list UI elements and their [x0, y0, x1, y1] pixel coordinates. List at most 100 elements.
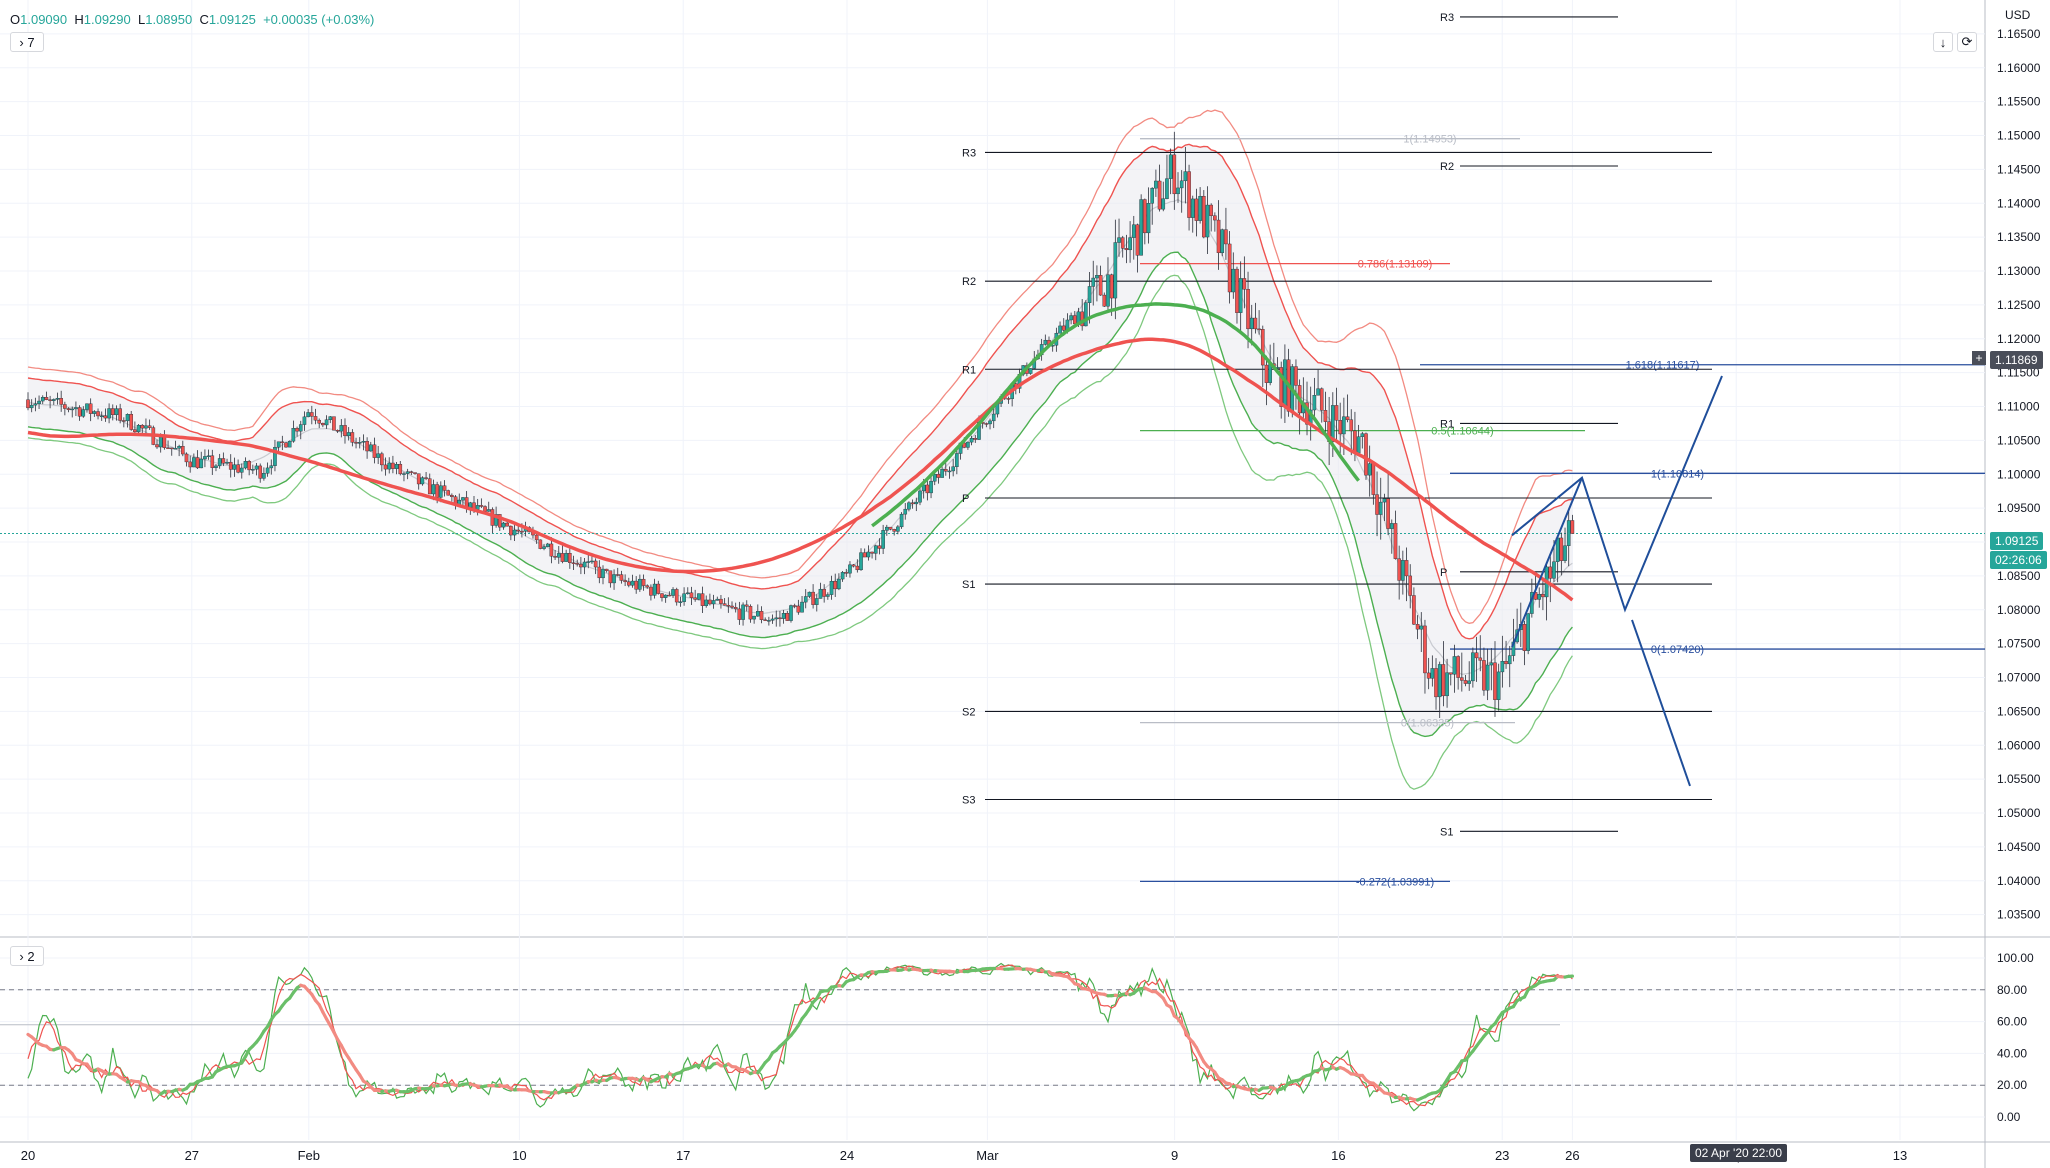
reset-chart-button[interactable]: ⟳ [1957, 32, 1977, 52]
candle-body [881, 530, 885, 549]
candle-body [1356, 436, 1361, 454]
candle-body [1485, 664, 1490, 691]
candle-body [1172, 154, 1177, 195]
fib-level-label: -0.272(1.03991) [1356, 876, 1434, 888]
candle-body [1139, 199, 1143, 256]
candle-body [826, 594, 830, 597]
candle-body [660, 593, 664, 598]
candle-body [409, 471, 414, 473]
candle-body [1434, 668, 1438, 698]
candle-body [708, 599, 712, 605]
fib-level-label: 0.786(1.13109) [1358, 259, 1433, 271]
candle-body [1146, 203, 1151, 234]
candle-body [1566, 520, 1571, 546]
candle-body [1084, 302, 1088, 327]
candle-body [951, 466, 955, 472]
candle-body [1423, 625, 1427, 674]
candle-body [1364, 433, 1368, 476]
osc-tick-label: 40.00 [1997, 1046, 2027, 1060]
candle-body [77, 407, 82, 417]
scroll-down-button[interactable]: ↓ [1933, 32, 1953, 52]
price-tick-label: 1.16000 [1997, 61, 2041, 75]
osc-tick-label: 0.00 [1997, 1110, 2021, 1124]
candle-body [818, 588, 823, 599]
candle-body [1448, 672, 1453, 675]
candle-body [756, 611, 760, 617]
candle-body [1552, 561, 1556, 579]
candle-body [837, 578, 841, 590]
price-tick-label: 1.04500 [1997, 840, 2041, 854]
osc-tick-label: 20.00 [1997, 1078, 2027, 1092]
time-tick-label: 26 [1565, 1148, 1579, 1163]
candle-body [612, 574, 616, 584]
candle-body [346, 432, 351, 437]
candle-body [1378, 501, 1383, 515]
candle-body [361, 441, 366, 443]
candle-body [1353, 430, 1357, 454]
candle-body [1205, 204, 1210, 238]
candle-body [1316, 388, 1320, 396]
candle-body [903, 508, 908, 515]
candle-body [298, 424, 303, 432]
candle-body [722, 603, 727, 606]
weekly-pivot-label: R2 [1440, 161, 1454, 173]
candlestick-series [26, 131, 1575, 719]
candle-body [1319, 388, 1324, 411]
candle-body [1194, 198, 1199, 221]
time-tick-label: 17 [676, 1148, 690, 1163]
candle-body [638, 578, 642, 590]
projection-lines [1511, 375, 1723, 787]
monthly-pivot-label: P [962, 493, 969, 505]
candle-body [394, 464, 399, 469]
candle-body [520, 530, 524, 533]
price-tick-label: 1.13000 [1997, 264, 2041, 278]
candle-body [310, 412, 314, 417]
candle-body [571, 562, 576, 564]
candle-body [335, 430, 340, 432]
candle-body [556, 553, 561, 558]
osc-tick-label: 60.00 [1997, 1015, 2027, 1029]
candle-body [1415, 624, 1420, 630]
fib-level-label: 1(1.14953) [1403, 134, 1456, 146]
candle-body [1128, 237, 1132, 251]
price-tick-label: 1.15000 [1997, 129, 2041, 143]
candle-body [431, 484, 436, 495]
candle-body [627, 581, 631, 586]
candle-body [354, 442, 358, 444]
indicators-toggle-button[interactable]: › 7 [10, 32, 44, 52]
candle-body [991, 413, 996, 422]
candle-body [667, 594, 672, 597]
candle-body [442, 485, 447, 491]
candle-body [483, 506, 487, 512]
candle-body [1408, 575, 1413, 596]
fib-level-label: 0(1.07420) [1651, 644, 1704, 656]
candle-body [203, 456, 207, 460]
candle-body [258, 465, 263, 479]
candle-body [1209, 204, 1213, 216]
candle-body [1360, 433, 1365, 437]
candle-body [343, 425, 347, 437]
candle-body [792, 605, 797, 607]
monthly-pivot-label: S2 [962, 706, 975, 718]
candle-body [265, 467, 270, 474]
candle-body [1537, 594, 1542, 600]
candle-body [1224, 229, 1228, 245]
oscillator-toggle-button[interactable]: › 2 [10, 946, 44, 966]
crosshair-plus-icon: + [1972, 351, 1986, 365]
candle-body [96, 411, 100, 417]
projection-path-start [1511, 477, 1583, 648]
candle-body [1489, 662, 1494, 666]
candle-body [940, 469, 944, 478]
candle-body [615, 574, 620, 576]
price-tick-label: 1.13500 [1997, 230, 2041, 244]
candle-body [593, 560, 598, 568]
candle-body [634, 580, 638, 590]
candle-body [1345, 416, 1350, 420]
candle-body [324, 419, 329, 426]
candle-body [81, 409, 86, 417]
candle-body [217, 458, 222, 467]
candle-body [52, 399, 56, 401]
candle-body [586, 561, 591, 563]
candle-body [1165, 178, 1169, 199]
